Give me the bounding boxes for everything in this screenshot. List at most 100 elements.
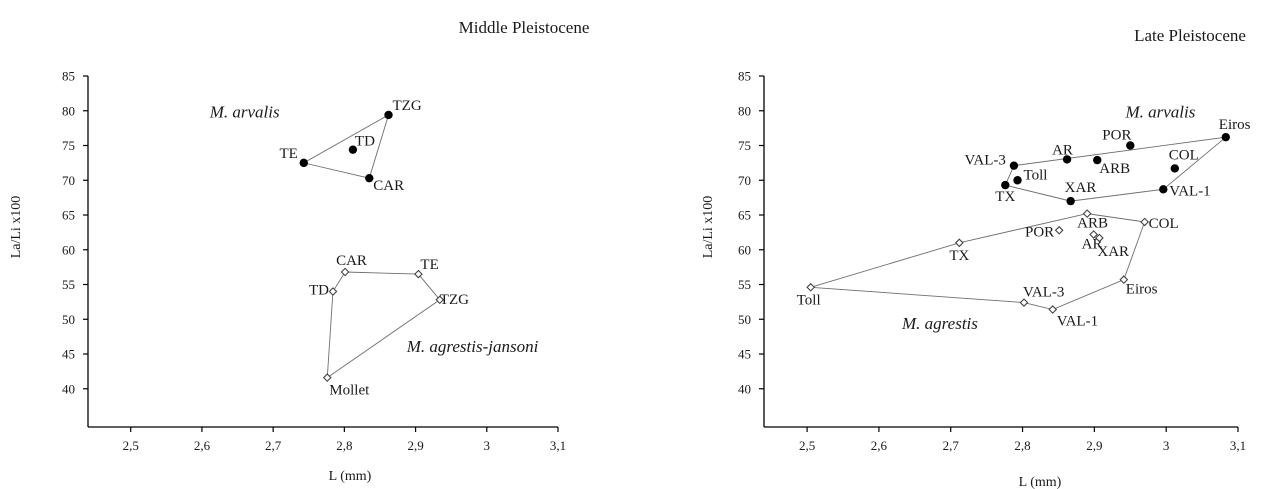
point-label: TD bbox=[355, 134, 375, 150]
x-tick-label: 3,1 bbox=[550, 438, 566, 453]
data-point bbox=[954, 238, 964, 248]
y-tick-label: 85 bbox=[738, 69, 751, 84]
x-tick-label: 2,6 bbox=[871, 438, 888, 453]
point-label: TZG bbox=[440, 292, 469, 308]
chart-middle-pleistocene: Middle Pleistocene L (mm) La/Li x100 404… bbox=[9, 18, 589, 484]
hull-outline bbox=[302, 113, 390, 179]
data-point bbox=[340, 267, 350, 277]
y-tick-label: 80 bbox=[738, 103, 751, 118]
point-label: XAR bbox=[1097, 244, 1129, 260]
y-tick-label: 55 bbox=[62, 277, 75, 292]
y-tick-label: 40 bbox=[62, 381, 75, 396]
data-point bbox=[365, 173, 374, 183]
point-label: COL bbox=[1169, 147, 1199, 163]
data-point bbox=[1048, 305, 1058, 314]
y-tick-label: 80 bbox=[62, 103, 75, 118]
point-label: AR bbox=[1082, 236, 1103, 252]
y-tick-label: 40 bbox=[738, 381, 751, 396]
axes: 40 45 50 55 60 65 70 75 80 85 2,5 2,6 2,7 2,8 2,9 3 3,1 bbox=[62, 69, 566, 454]
point-label: VAL-1 bbox=[1169, 183, 1210, 199]
chart-title: Middle Pleistocene bbox=[459, 18, 590, 37]
data-point bbox=[299, 158, 308, 168]
x-tick-label: 3 bbox=[484, 438, 491, 453]
data-point bbox=[1119, 275, 1129, 285]
data-point bbox=[1126, 141, 1135, 150]
point-label: Toll bbox=[797, 292, 821, 308]
y-tick-label: 50 bbox=[738, 312, 751, 327]
y-tick-label: 50 bbox=[62, 312, 75, 327]
point-label: ARB bbox=[1077, 216, 1108, 232]
data-point bbox=[1019, 298, 1029, 307]
data-point bbox=[1013, 176, 1022, 185]
x-tick-label: 2,8 bbox=[1014, 438, 1030, 453]
data-point bbox=[435, 295, 445, 305]
data-point bbox=[1093, 155, 1102, 165]
y-tick-label: 65 bbox=[62, 208, 75, 223]
x-tick-label: 3,1 bbox=[1230, 438, 1246, 453]
data-point bbox=[414, 269, 423, 279]
data-point bbox=[1159, 185, 1168, 194]
point-label: VAL-1 bbox=[1057, 314, 1098, 330]
data-point bbox=[1221, 132, 1230, 142]
x-axis-label: L (mm) bbox=[1019, 475, 1062, 489]
y-tick-label: 85 bbox=[62, 69, 75, 84]
y-axis-label: La/Li x100 bbox=[701, 196, 716, 259]
data-point bbox=[1009, 161, 1019, 170]
data-point bbox=[1054, 225, 1064, 235]
data-point bbox=[322, 373, 332, 383]
y-tick-label: 75 bbox=[738, 138, 751, 153]
point-label: CAR bbox=[336, 253, 367, 269]
plot-area: TZG TD TE CAR M. arvalis CAR TE TD TZG Mollet M. a… bbox=[209, 98, 539, 399]
x-tick-label: 2,6 bbox=[194, 438, 211, 453]
hull-outline bbox=[810, 213, 1146, 311]
point-label: AR bbox=[1052, 142, 1073, 158]
point-label: Toll bbox=[1024, 167, 1048, 183]
point-label: COL bbox=[1149, 216, 1179, 232]
data-point bbox=[1066, 196, 1075, 206]
data-point bbox=[1170, 164, 1180, 173]
y-axis-label: La/Li x100 bbox=[9, 196, 24, 259]
point-label: ARB bbox=[1099, 161, 1130, 177]
point-label: TX bbox=[949, 248, 969, 264]
data-point bbox=[328, 287, 338, 296]
chart-late-pleistocene: Late Pleistocene L (mm) La/Li x100 40 45 5… bbox=[701, 26, 1251, 489]
data-point bbox=[1089, 230, 1099, 239]
y-tick-label: 70 bbox=[738, 173, 751, 188]
y-tick-label: 55 bbox=[738, 277, 751, 292]
point-label: Eiros bbox=[1219, 117, 1251, 133]
x-tick-label: 3 bbox=[1163, 438, 1170, 453]
data-point bbox=[1095, 233, 1104, 243]
data-point bbox=[806, 282, 816, 292]
y-tick-label: 65 bbox=[738, 208, 751, 223]
point-label: Eiros bbox=[1126, 282, 1158, 298]
x-tick-label: 2,7 bbox=[265, 438, 282, 453]
x-tick-label: 2,9 bbox=[1086, 438, 1102, 453]
point-label: TE bbox=[279, 146, 297, 162]
y-tick-label: 45 bbox=[738, 347, 751, 362]
point-label: Mollet bbox=[329, 383, 370, 399]
series-label: M. arvalis bbox=[1124, 103, 1195, 122]
data-point bbox=[1001, 180, 1010, 190]
series-label: M. agrestis bbox=[901, 314, 978, 333]
point-label: TE bbox=[420, 257, 438, 273]
point-label: CAR bbox=[373, 178, 404, 194]
hull-outline bbox=[326, 271, 441, 379]
data-point bbox=[1082, 209, 1092, 218]
x-tick-label: 2,5 bbox=[123, 438, 139, 453]
point-label: VAL-3 bbox=[1023, 285, 1064, 301]
x-tick-label: 2,5 bbox=[799, 438, 815, 453]
chart-title: Late Pleistocene bbox=[1134, 26, 1246, 45]
data-point bbox=[384, 110, 393, 120]
point-label: VAL-3 bbox=[965, 153, 1006, 169]
y-tick-label: 75 bbox=[62, 138, 75, 153]
point-label: TZG bbox=[393, 98, 422, 114]
point-label: TD bbox=[309, 282, 329, 298]
point-label: XAR bbox=[1065, 180, 1097, 196]
axes: 40 45 50 55 60 65 70 75 80 85 2,5 2,6 2,7 2,8 2,9 3 3,1 bbox=[738, 69, 1246, 454]
x-tick-label: 2,9 bbox=[407, 438, 423, 453]
point-label: POR bbox=[1025, 224, 1054, 240]
point-label: POR bbox=[1102, 128, 1131, 144]
y-tick-label: 45 bbox=[62, 347, 75, 362]
y-tick-label: 70 bbox=[62, 173, 75, 188]
